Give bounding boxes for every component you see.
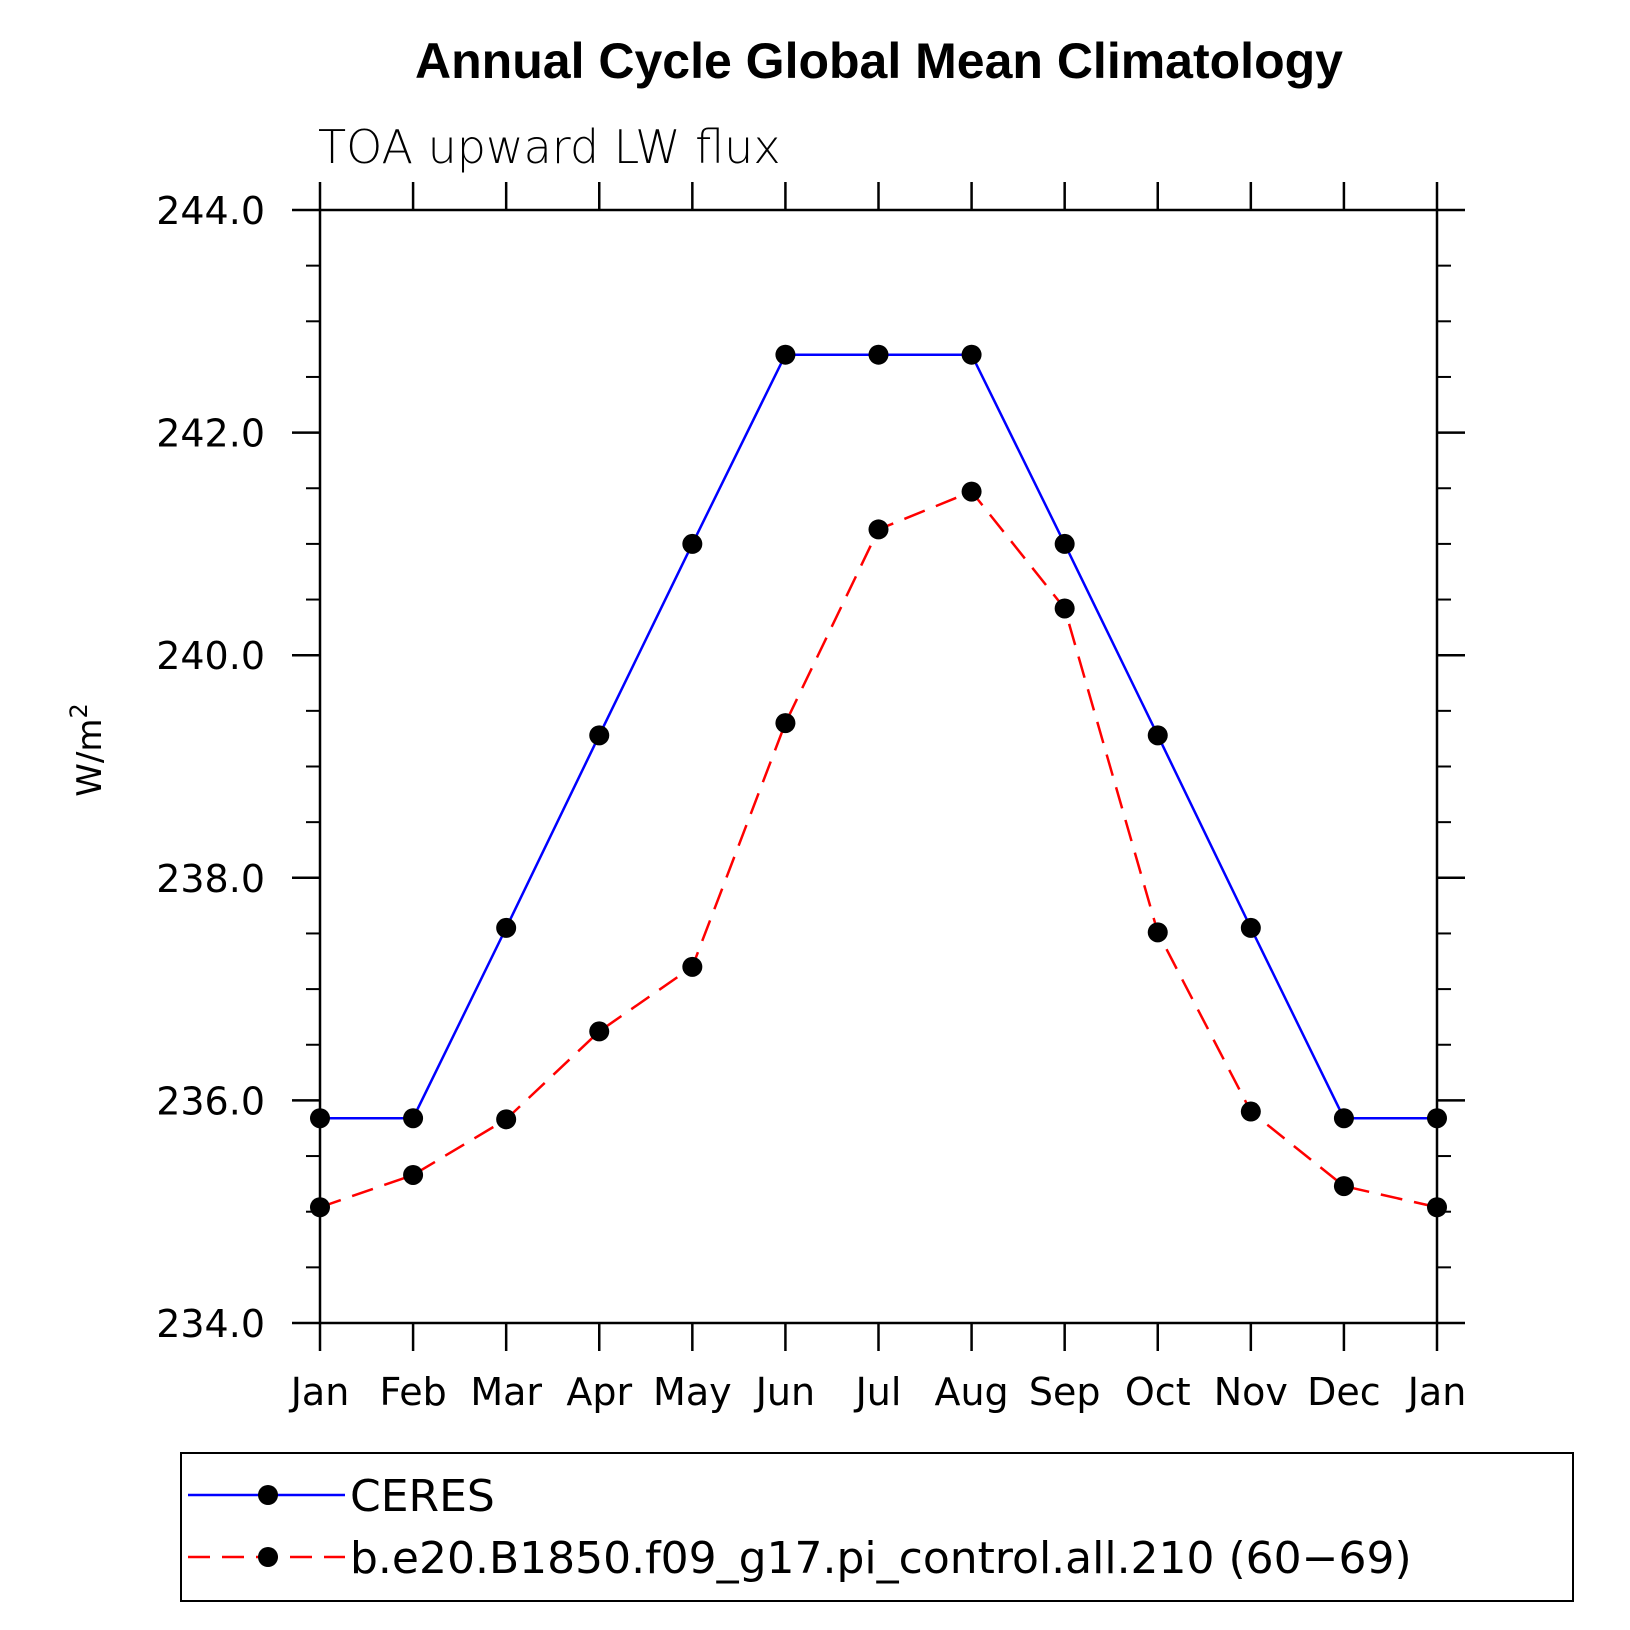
y-tick-label: 242.0 [156, 412, 265, 456]
axis-ticks [292, 182, 1465, 1351]
series-1-point [1054, 598, 1075, 619]
series-0-point [1240, 917, 1261, 938]
legend-box [180, 1452, 1574, 1602]
series-1-point [961, 481, 982, 502]
x-tick-label: Jan [289, 1370, 350, 1414]
y-tick-labels: 234.0 236.0 238.0 240.0 242.0 244.0 [156, 189, 265, 1346]
series-1-point [1427, 1197, 1447, 1218]
x-tick-label: Sep [1029, 1370, 1101, 1414]
x-tick-label: Feb [379, 1370, 446, 1414]
legend-marker-1 [258, 1547, 278, 1567]
x-tick-label: Nov [1214, 1370, 1288, 1414]
series-0-point [1054, 533, 1075, 554]
x-tick-label: Mar [470, 1370, 542, 1414]
y-tick-label: 238.0 [156, 857, 265, 901]
series-line-1 [319, 490, 1438, 1209]
series-1-point [403, 1164, 424, 1185]
legend-label-0: CERES [350, 1471, 495, 1522]
series-0-point [682, 533, 703, 554]
series-1-point [682, 956, 703, 977]
chart-subtitle: TOA upward LW flux [318, 120, 781, 174]
series-0-point [775, 344, 796, 365]
series-1-point [1147, 922, 1168, 943]
series-0-point [403, 1108, 424, 1129]
x-tick-label: May [653, 1370, 732, 1414]
y-axis-label-superscript: 2 [65, 703, 93, 718]
series-0-point [868, 344, 889, 365]
y-tick-label: 236.0 [156, 1079, 265, 1123]
chart-title: Annual Cycle Global Mean Climatology [415, 33, 1343, 89]
series-line-0 [320, 353, 1437, 1120]
y-axis-label-text: W/m [70, 719, 110, 797]
series-1-point [496, 1109, 517, 1130]
x-tick-label: Oct [1125, 1370, 1191, 1414]
plot-frame [318, 208, 1439, 1325]
y-tick-label: 234.0 [156, 1302, 265, 1346]
y-tick-label: 244.0 [156, 189, 265, 233]
series-1-point [1240, 1101, 1261, 1122]
series-0-point [1427, 1108, 1447, 1129]
legend: CERES b.e20.B1850.f09_g17.pi_control.all.… [188, 1471, 1412, 1584]
x-tick-label: Aug [934, 1370, 1008, 1414]
series-1-point [775, 713, 796, 734]
x-tick-labels: Jan Feb Mar Apr May Jun Jul Aug Sep Oct Nov Dec Jan [289, 1370, 1467, 1414]
series-1-point [589, 1021, 610, 1042]
series-group [310, 344, 1447, 1218]
x-tick-label: Jan [1406, 1370, 1467, 1414]
series-1-point [310, 1197, 330, 1218]
legend-marker-0 [258, 1485, 278, 1505]
series-0-point [961, 344, 982, 365]
y-tick-label: 240.0 [156, 634, 265, 678]
x-tick-label: Apr [566, 1370, 632, 1414]
series-0-point [496, 917, 517, 938]
series-0-point [589, 725, 610, 746]
y-axis-label: W/m2 [65, 703, 110, 796]
x-tick-label: Jun [754, 1370, 815, 1414]
series-0-point [310, 1108, 330, 1129]
series-0-point [1147, 725, 1168, 746]
x-tick-label: Dec [1307, 1370, 1381, 1414]
series-0-point [1333, 1108, 1354, 1129]
series-1-point [868, 519, 889, 540]
x-tick-label: Jul [854, 1370, 902, 1414]
series-1-point [1333, 1176, 1354, 1197]
legend-label-1: b.e20.B1850.f09_g17.pi_control.all.210 (… [350, 1533, 1412, 1584]
